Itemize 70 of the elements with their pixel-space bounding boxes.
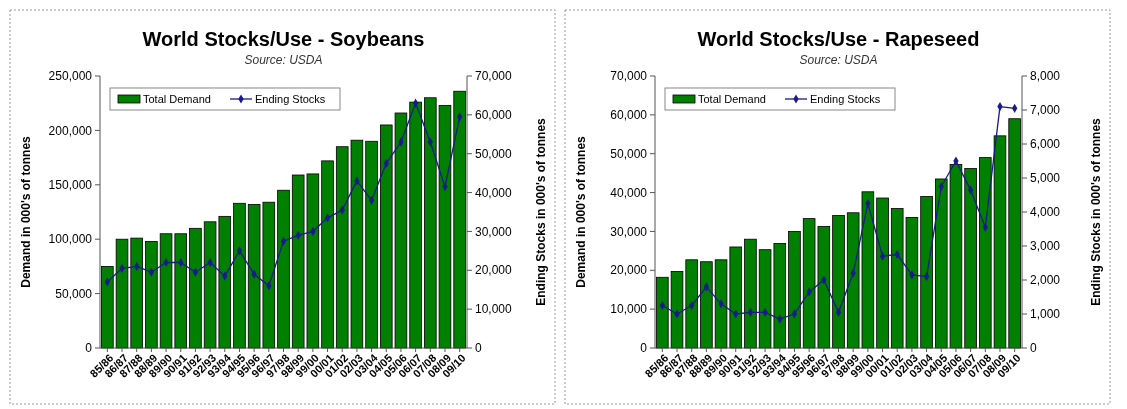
bar — [964, 168, 977, 349]
legend-label: Total Demand — [698, 92, 766, 105]
y2-tick-label: 2,000 — [1030, 273, 1061, 288]
point — [967, 185, 974, 195]
y2-axis-title: Ending Stocks in 000's of tonnes — [1089, 117, 1103, 306]
y-tick-label: 40,000 — [610, 185, 648, 200]
point — [747, 307, 754, 317]
chart-title: World Stocks/Use - Soybeans — [142, 28, 425, 50]
y2-tick-label: 7,000 — [1030, 103, 1061, 118]
bar — [145, 240, 158, 349]
y-tick-label: 20,000 — [610, 263, 648, 278]
y-tick-label: 70,000 — [610, 69, 648, 84]
y-tick-label: 250,000 — [48, 69, 93, 84]
bar — [189, 227, 202, 349]
point — [835, 307, 842, 317]
point — [192, 267, 199, 277]
y-tick-label: 200,000 — [48, 123, 93, 138]
point — [280, 236, 287, 246]
y-tick-label: 50,000 — [55, 286, 93, 301]
bar — [365, 140, 378, 349]
y-axis-title: Demand in 000's of tonnes — [19, 135, 33, 288]
y2-tick-label: 0 — [475, 341, 482, 356]
y2-axis-title: Ending Stocks in 000's of tonnes — [534, 117, 548, 306]
bar — [277, 189, 290, 349]
y2-tick-label: 8,000 — [1030, 69, 1061, 84]
y2-tick-label: 10,000 — [475, 302, 513, 317]
bar — [409, 101, 422, 349]
point — [412, 98, 419, 108]
bar — [876, 197, 889, 349]
y2-tick-label: 6,000 — [1030, 137, 1061, 152]
chart-subtitle: Source: USDA — [799, 53, 878, 67]
bar — [788, 231, 801, 349]
y2-tick-label: 4,000 — [1030, 205, 1061, 220]
bar — [832, 215, 845, 349]
bar — [920, 196, 933, 349]
y-tick-label: 60,000 — [610, 108, 648, 123]
y2-tick-label: 5,000 — [1030, 171, 1061, 186]
y2-tick-label: 40,000 — [475, 185, 513, 200]
point — [791, 309, 798, 319]
point — [879, 251, 886, 261]
y2-tick-label: 50,000 — [475, 146, 513, 161]
point — [703, 282, 710, 292]
y2-tick-label: 0 — [1030, 341, 1037, 356]
y-axis-title: Demand in 000's of tonnes — [574, 135, 588, 288]
chart-title: World Stocks/Use - Rapeseed — [697, 28, 980, 50]
legend-label: Ending Stocks — [810, 92, 881, 105]
y-tick-label: 30,000 — [610, 224, 648, 239]
chart-subtitle: Source: USDA — [244, 53, 323, 67]
bar — [233, 202, 246, 349]
point — [368, 195, 375, 205]
y-tick-label: 150,000 — [48, 178, 93, 192]
bar — [700, 261, 713, 349]
y2-tick-label: 3,000 — [1030, 239, 1061, 254]
legend-label: Total Demand — [143, 92, 211, 105]
y-tick-label: 50,000 — [610, 146, 648, 161]
bar — [744, 238, 757, 349]
y2-tick-label: 20,000 — [475, 263, 513, 278]
y-tick-label: 0 — [640, 341, 648, 356]
point — [324, 213, 331, 223]
legend-label: Ending Stocks — [255, 92, 326, 105]
point — [236, 246, 243, 256]
y2-tick-label: 30,000 — [475, 224, 513, 239]
bar — [321, 160, 334, 349]
y2-tick-label: 70,000 — [475, 69, 513, 84]
y-tick-label: 0 — [85, 341, 93, 356]
y2-tick-label: 60,000 — [475, 108, 513, 123]
point — [148, 267, 155, 277]
y-tick-label: 10,000 — [610, 302, 648, 317]
y2-tick-label: 1,000 — [1030, 307, 1061, 322]
y-tick-label: 100,000 — [48, 232, 93, 247]
